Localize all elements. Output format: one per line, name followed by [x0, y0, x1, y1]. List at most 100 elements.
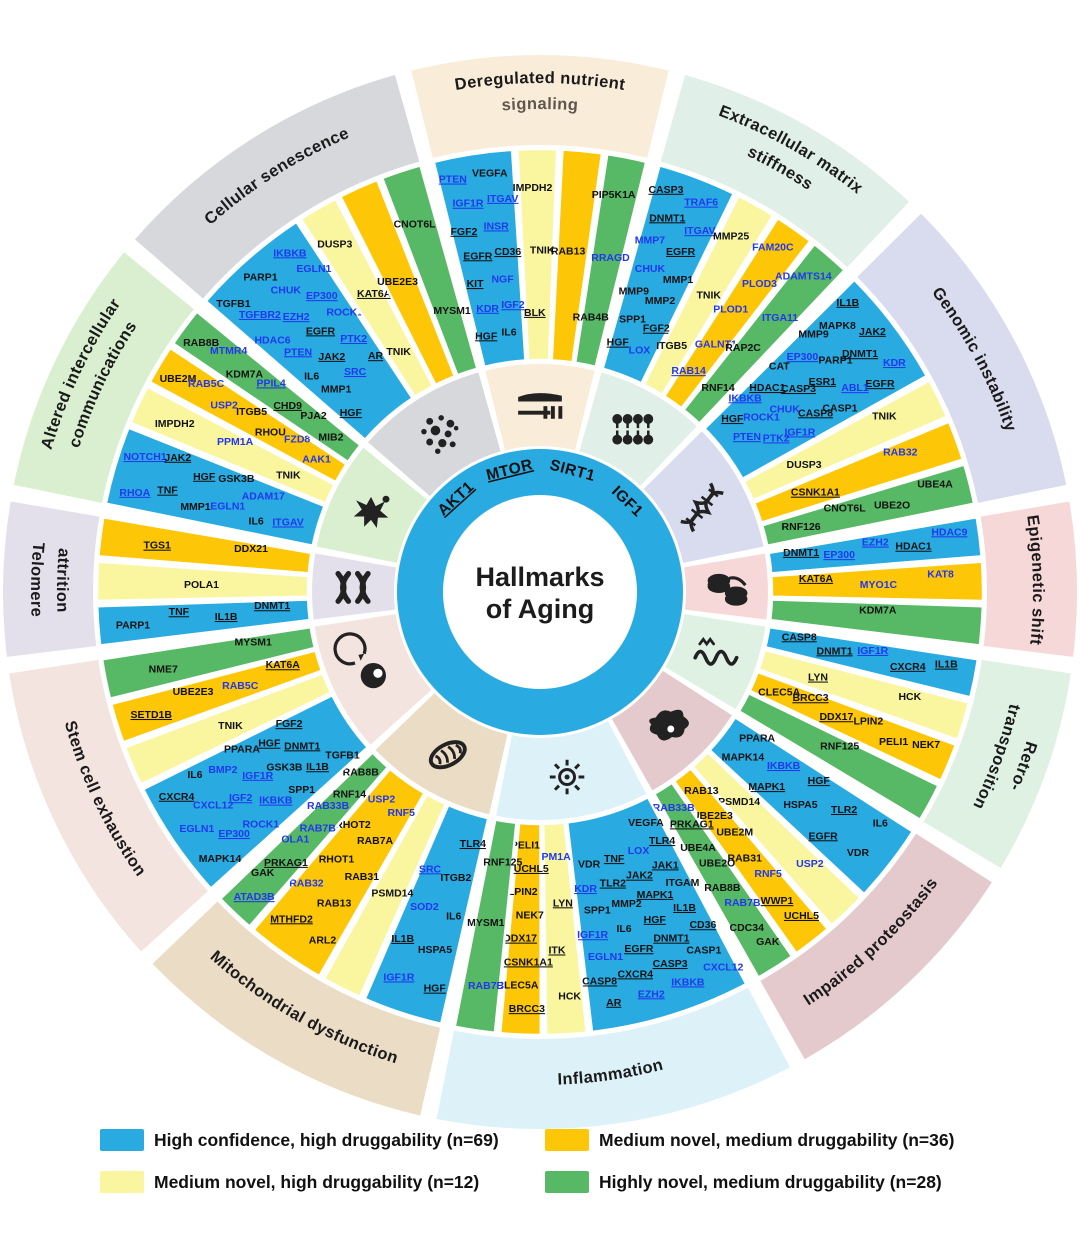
gene-label: CHUK: [635, 263, 666, 275]
gene-label: JAK2: [318, 351, 345, 363]
gene-label: JAK2: [859, 326, 886, 338]
gene-label: KDM7A: [859, 605, 897, 617]
gene-label: MMP7: [635, 235, 665, 247]
gene-label: PARP1: [243, 271, 277, 283]
gene-label: TNIK: [276, 469, 301, 481]
gene-label: SPP1: [584, 905, 611, 917]
senescent-cell-icon: [421, 415, 459, 454]
sector-arc-genomic-instability: [857, 213, 1067, 503]
gene-label: KDR: [883, 357, 906, 369]
gene-label: ADAMTS14: [775, 271, 832, 283]
gene-label: AAK1: [302, 453, 331, 465]
wedge-gold: [550, 148, 604, 364]
gene-label: RHOT2: [335, 819, 371, 831]
wedge-gold: [672, 766, 830, 955]
gene-label: MMP2: [645, 295, 675, 307]
gene-label: IL6: [187, 769, 202, 781]
gene-label: HDAC1: [895, 541, 931, 553]
gene-label: CXCL12: [193, 799, 233, 811]
gene-label: PPARA: [739, 733, 775, 745]
gene-label: IL6: [616, 923, 631, 935]
gene-label: RAB13: [317, 897, 352, 909]
gene-label: FGF2: [276, 718, 303, 730]
gene-label: IGF1R: [383, 971, 414, 983]
gene-label: EGLN1: [296, 263, 331, 275]
wedge-green: [100, 625, 317, 701]
gene-label: CD36: [494, 246, 521, 258]
wedge-gold: [498, 821, 542, 1037]
gene-label: CD36: [689, 919, 716, 931]
gene-label: EGFR: [809, 830, 839, 842]
gene-label: CXCL12: [703, 961, 743, 973]
gene-label: HGF: [193, 471, 216, 483]
gene-label: RAB33B: [307, 800, 349, 812]
wedge-blue: [204, 220, 415, 442]
wedge-blue: [763, 625, 980, 699]
center-disc: [443, 495, 637, 689]
page-title: Hallmarks of Aging: [475, 562, 604, 624]
gene-label: SPP1: [619, 313, 646, 325]
gene-label: HGF: [721, 413, 744, 425]
wedge-blue: [702, 278, 929, 481]
gene-label: DNMT1: [783, 547, 819, 559]
gene-label: HGF: [808, 775, 831, 787]
gene-label: RAB13: [684, 785, 719, 797]
gene-label: JAK2: [164, 452, 191, 464]
gene-label: HGF: [258, 738, 281, 750]
gene-label: CXCR4: [890, 661, 926, 673]
gene-label: KAT6A: [799, 573, 834, 585]
gene-label: PRKAG1: [264, 857, 308, 869]
gene-label: KAT8: [927, 568, 954, 580]
gene-label: TNIK: [218, 720, 243, 732]
gene-label: VEGFA: [472, 167, 508, 179]
gene-label: RAB8B: [183, 337, 220, 349]
legend-item: Medium novel, medium druggability (n=36): [545, 1129, 954, 1151]
gene-label: CASP8: [582, 975, 617, 987]
gene-label: HGF: [424, 983, 447, 995]
gene-label: EGFR: [306, 325, 336, 337]
gene-label: PARP1: [116, 619, 150, 631]
gene-label: MTMR4: [210, 345, 247, 357]
fork-knife-icon: [518, 393, 563, 419]
legend-label: Medium novel, high druggability (n=12): [154, 1172, 479, 1192]
icon-arc-mitochondrial-dysfunction: [375, 693, 508, 815]
gene-label: BRCC3: [509, 1003, 545, 1015]
protein-aggregate-icon: [649, 709, 689, 741]
icon-arc-deregulated-nutrient-signaling: [485, 364, 595, 451]
gene-label: KDM7A: [226, 369, 264, 381]
legend-label: High confidence, high druggability (n=69…: [154, 1130, 499, 1150]
wedge-green: [682, 242, 847, 426]
gene-label: RHOA: [119, 487, 150, 499]
gene-label: UBE2E3: [377, 276, 418, 288]
gene-label: UCHL5: [514, 863, 549, 875]
gene-label: MYSM1: [235, 637, 273, 649]
gene-label: JAK1: [652, 859, 679, 871]
gene-label: OLA1: [281, 834, 309, 846]
wedge-gold: [338, 178, 457, 387]
gene-label: PRKAG1: [670, 818, 714, 830]
gene-label: UBE2E3: [173, 686, 214, 698]
gene-label: UBE4A: [680, 842, 716, 854]
gene-label: SRC: [344, 366, 367, 378]
wedge-blue: [432, 148, 527, 369]
wedge-gold: [97, 515, 313, 575]
gene-label: HDAC6: [254, 334, 290, 346]
gene-label: RAB5C: [188, 378, 225, 390]
legend-swatch-light_yellow: [100, 1171, 144, 1193]
gene-label: HSPA5: [783, 799, 817, 811]
gene-label: AR: [368, 350, 384, 362]
wedge-green: [768, 598, 985, 647]
gene-label: CNOT6L: [824, 502, 867, 514]
gene-label: LYN: [808, 672, 828, 684]
inflammation-flare-icon: [549, 759, 585, 795]
gene-label: MTHFD2: [270, 913, 313, 925]
gene-label: RNF125: [483, 857, 522, 869]
rna-wave-icon: [693, 637, 739, 666]
gene-label: IL6: [304, 371, 319, 383]
gene-label: VDR: [578, 859, 601, 871]
gene-label: LPIN2: [508, 886, 538, 898]
sector-arc-stem-cell-exhaustion: [9, 659, 208, 952]
gene-label: DNMT1: [284, 740, 320, 752]
gene-label: DDX17: [819, 711, 853, 723]
